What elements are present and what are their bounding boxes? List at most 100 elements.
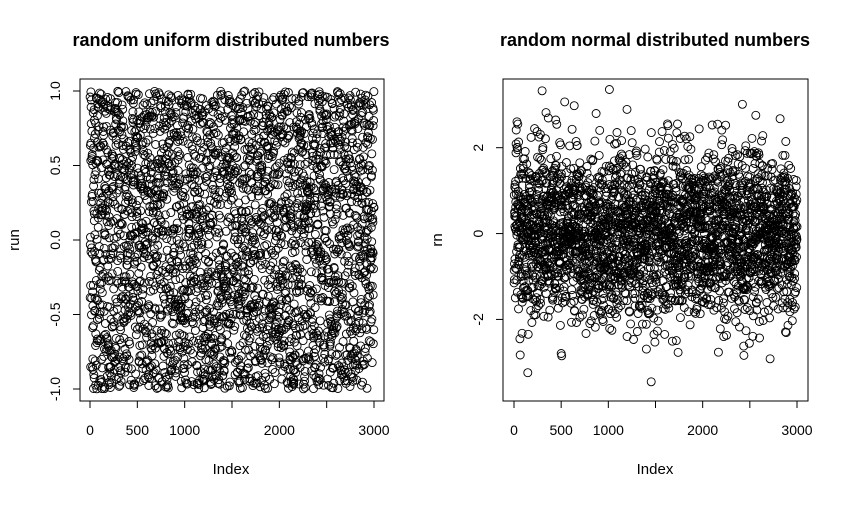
data-point — [313, 269, 321, 277]
data-point — [618, 137, 626, 145]
data-point — [674, 348, 682, 356]
data-point — [368, 150, 376, 158]
x-tick-label: 0 — [86, 422, 94, 438]
data-point — [582, 330, 590, 338]
data-point — [150, 245, 158, 253]
data-point — [516, 351, 524, 359]
data-point — [348, 190, 356, 198]
data-point — [303, 256, 311, 264]
data-point — [310, 385, 318, 393]
data-point — [656, 138, 664, 146]
data-point — [647, 378, 655, 386]
data-point — [370, 88, 378, 96]
data-point — [132, 331, 140, 339]
data-point — [515, 138, 523, 146]
data-point — [591, 137, 599, 145]
y-tick-label: 2 — [470, 144, 486, 152]
data-point — [570, 102, 578, 110]
data-point — [260, 94, 268, 102]
data-point — [201, 190, 209, 198]
y-tick-label: -0.5 — [47, 302, 63, 326]
data-point — [627, 320, 635, 328]
data-point — [568, 125, 576, 133]
data-point — [330, 166, 338, 174]
data-point — [576, 159, 584, 167]
data-point — [613, 129, 621, 137]
data-point — [630, 336, 638, 344]
data-point — [184, 154, 192, 162]
x-tick-label: 1000 — [593, 422, 624, 438]
data-point — [554, 304, 562, 312]
point-cloud — [510, 86, 801, 386]
data-point — [536, 154, 544, 162]
y-tick-label: -1.0 — [47, 377, 63, 401]
data-point — [316, 317, 324, 325]
x-tick-label: 500 — [549, 422, 573, 438]
data-point — [200, 183, 208, 191]
data-point — [263, 241, 271, 249]
data-point — [270, 380, 278, 388]
data-point — [591, 323, 599, 331]
data-point — [307, 268, 315, 276]
data-point — [311, 230, 319, 238]
data-point — [661, 330, 669, 338]
x-axis-label: Index — [213, 461, 250, 478]
data-point — [524, 330, 532, 338]
panel-normal: random normal distributed numbers Index … — [429, 30, 813, 478]
data-point — [596, 126, 604, 134]
y-tick-label: -2 — [470, 313, 486, 326]
data-point — [641, 145, 649, 153]
data-point — [368, 99, 376, 107]
data-point — [516, 335, 524, 343]
x-tick-label: 3000 — [358, 422, 389, 438]
x-tick-label: 1000 — [169, 422, 200, 438]
data-point — [512, 126, 520, 134]
data-point — [311, 304, 319, 312]
data-point — [658, 128, 666, 136]
data-point — [673, 129, 681, 137]
data-point — [205, 231, 213, 239]
y-tick-label: 0.5 — [47, 156, 63, 176]
data-point — [521, 148, 529, 156]
data-point — [633, 328, 641, 336]
data-point — [314, 220, 322, 228]
data-point — [298, 109, 306, 117]
data-point — [676, 314, 684, 322]
data-point — [528, 319, 536, 327]
x-tick-label: 0 — [510, 422, 518, 438]
data-point — [542, 109, 550, 117]
data-point — [259, 290, 267, 298]
y-axis-label: rn — [429, 233, 446, 246]
data-point — [312, 361, 320, 369]
chart-title: random uniform distributed numbers — [72, 30, 389, 50]
panel-uniform: random uniform distributed numbers Index… — [6, 30, 390, 478]
y-tick-label: 0.0 — [47, 230, 63, 250]
data-point — [605, 86, 613, 94]
data-point — [623, 105, 631, 113]
data-point — [578, 311, 586, 319]
chart-title: random normal distributed numbers — [500, 30, 810, 50]
y-tick-label: 1.0 — [47, 81, 63, 101]
data-point — [301, 160, 309, 168]
y-axis-label: run — [6, 229, 23, 251]
data-point — [242, 196, 250, 204]
data-point — [654, 317, 662, 325]
data-point — [368, 359, 376, 367]
data-point — [627, 127, 635, 135]
data-point — [339, 338, 347, 346]
point-cloud — [86, 87, 378, 393]
x-tick-label: 2000 — [264, 422, 295, 438]
data-point — [544, 114, 552, 122]
data-point — [251, 342, 259, 350]
data-point — [644, 153, 652, 161]
data-point — [561, 98, 569, 106]
data-point — [291, 248, 299, 256]
data-point — [251, 201, 259, 209]
data-point — [171, 244, 179, 252]
data-point — [608, 326, 616, 334]
data-point — [556, 321, 564, 329]
